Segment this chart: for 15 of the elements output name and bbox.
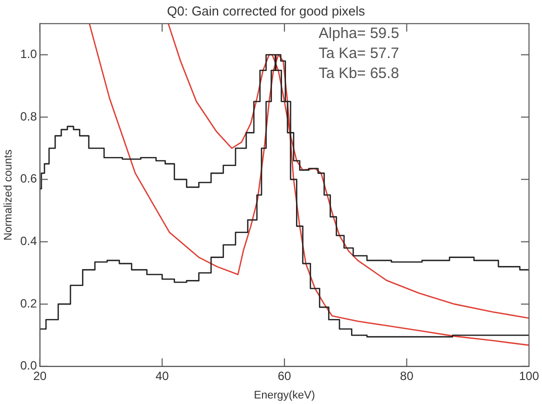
y-tick-label: 1.0 [20,47,38,62]
x-tick-label: 100 [518,368,540,383]
y-tick-label: 0.8 [20,109,38,124]
annotation: Ta Ka= 57.7 [318,45,400,62]
y-tick-label: 0.6 [20,172,38,186]
chart-title: Q0: Gain corrected for good pixels [167,3,366,18]
x-tick-label: 40 [155,368,170,383]
y-tick-label: 0.2 [20,296,38,310]
y-axis-title: Normalized counts [2,148,15,241]
x-tick-label: 80 [400,368,414,383]
x-axis-title: Energy(keV) [254,389,316,402]
x-tick-label: 60 [278,368,292,383]
y-tick-label: 0.4 [20,234,38,248]
annotation: Ta Kb= 65.8 [318,65,400,82]
annotation: Alpha= 59.5 [318,25,400,42]
